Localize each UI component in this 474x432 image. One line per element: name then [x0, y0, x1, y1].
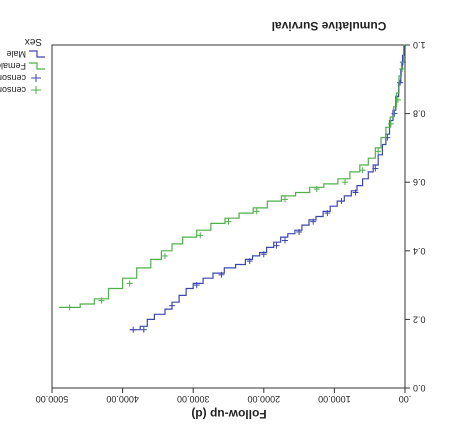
x-axis-title: Follow-up (d) [191, 407, 266, 421]
censor-mark-male [193, 282, 200, 289]
censor-mark-male [246, 258, 253, 265]
censor-mark-male [391, 110, 398, 117]
censor-mark-female [399, 66, 406, 73]
censor-mark-female [225, 218, 232, 225]
censor-mark-female [197, 232, 204, 239]
ticks-layer: .00 1000.00 2000.00 3000.00 4000.00 5000.00 0.… [36, 40, 426, 404]
censor-mark-female [253, 208, 260, 215]
censor-mark-male [140, 326, 147, 333]
y-tick-label: 0.8 [413, 109, 426, 119]
y-axis: Cumulative Survival [272, 19, 387, 33]
x-tick-label: 3000.00 [177, 394, 210, 404]
legend-label: censored [0, 73, 26, 83]
censor-mark-female [281, 196, 288, 203]
y-tick-label: 0.4 [413, 246, 426, 256]
x-axis: Follow-up (d) [191, 407, 266, 421]
series-line-female [59, 44, 405, 308]
series-line-male [129, 44, 405, 331]
censor-mark-female [394, 96, 401, 103]
legend-label: censored [0, 85, 26, 95]
y-axis-title: Cumulative Survival [272, 19, 387, 33]
censor-mark-female [341, 179, 348, 186]
x-tick-label: 2000.00 [248, 394, 281, 404]
censor-mark-male [218, 271, 225, 278]
x-tick-label: 4000.00 [106, 394, 139, 404]
censor-mark-male [352, 189, 359, 196]
censor-mark-female [126, 280, 133, 287]
censor-mark-male [273, 242, 280, 249]
censor-mark-female [375, 148, 382, 155]
censor-mark-female [359, 167, 366, 174]
censor-mark-male [296, 228, 303, 235]
legend: Sex Male Female censored censored [0, 36, 45, 95]
y-tick-label: 1.0 [413, 40, 426, 50]
y-tick-label: 0.6 [413, 177, 426, 187]
censor-mark-male [130, 326, 137, 333]
censor-mark-male [372, 165, 379, 172]
x-tick-label: 5000.00 [36, 394, 69, 404]
censor-mark-male [310, 218, 317, 225]
rotated-chart: Follow-up (d) Cumulative Survival .00 100… [0, 19, 426, 421]
y-tick-label: 0.2 [413, 314, 426, 324]
censor-mark-male [281, 237, 288, 244]
censor-mark-male [260, 251, 267, 258]
x-tick-label: 1000.00 [318, 394, 351, 404]
censor-mark-male [338, 198, 345, 205]
series-layer [59, 44, 406, 333]
censor-mark-male [397, 79, 404, 86]
censor-mark-female [161, 252, 168, 259]
plot-area [51, 44, 406, 389]
censor-mark-female [313, 186, 320, 193]
legend-label: Female [0, 61, 26, 71]
legend-title: Sex [25, 36, 42, 47]
censor-mark-female [98, 297, 105, 304]
censor-mark-female [387, 120, 394, 127]
censor-mark-female [66, 304, 73, 311]
y-tick-label: 0.0 [413, 383, 426, 393]
censor-mark-male [324, 210, 331, 217]
x-tick-label: .00 [399, 394, 412, 404]
legend-line-male [29, 50, 45, 58]
legend-label: Male [6, 49, 26, 59]
censor-mark-male [169, 302, 176, 309]
legend-line-female [29, 62, 45, 70]
